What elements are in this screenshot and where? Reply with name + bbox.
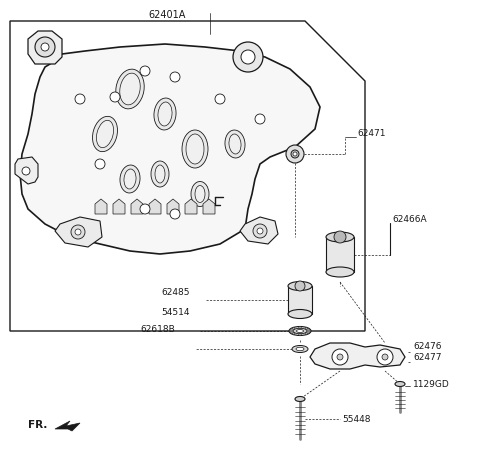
Ellipse shape xyxy=(120,74,140,106)
Circle shape xyxy=(75,229,81,236)
Circle shape xyxy=(292,333,295,335)
Polygon shape xyxy=(240,217,278,244)
Ellipse shape xyxy=(395,382,405,387)
Text: 62466A: 62466A xyxy=(392,215,427,224)
Ellipse shape xyxy=(326,268,354,278)
Ellipse shape xyxy=(292,346,308,353)
Bar xyxy=(288,286,312,314)
Ellipse shape xyxy=(191,182,209,207)
Text: 62485: 62485 xyxy=(161,288,190,297)
Circle shape xyxy=(170,73,180,83)
Text: 1129GD: 1129GD xyxy=(413,379,450,389)
Circle shape xyxy=(253,224,267,238)
Circle shape xyxy=(41,44,49,52)
Ellipse shape xyxy=(288,282,312,291)
Ellipse shape xyxy=(154,99,176,131)
Circle shape xyxy=(22,167,30,176)
Circle shape xyxy=(71,226,85,239)
Circle shape xyxy=(241,51,255,65)
Circle shape xyxy=(75,95,85,105)
Circle shape xyxy=(140,67,150,77)
Circle shape xyxy=(382,354,388,360)
Text: 62476: 62476 xyxy=(413,342,442,351)
Ellipse shape xyxy=(293,329,307,334)
Ellipse shape xyxy=(295,397,305,402)
Ellipse shape xyxy=(116,70,144,110)
Polygon shape xyxy=(10,22,365,331)
Polygon shape xyxy=(310,343,405,369)
Polygon shape xyxy=(15,157,38,185)
Ellipse shape xyxy=(288,310,312,319)
Text: 62401A: 62401A xyxy=(148,10,186,20)
Ellipse shape xyxy=(93,117,118,152)
Circle shape xyxy=(35,38,55,58)
Text: 62471: 62471 xyxy=(357,129,385,138)
Circle shape xyxy=(257,228,263,234)
Circle shape xyxy=(233,43,263,73)
Polygon shape xyxy=(131,200,143,214)
Text: 54514: 54514 xyxy=(161,308,190,317)
Circle shape xyxy=(305,333,308,335)
Ellipse shape xyxy=(120,166,140,193)
Ellipse shape xyxy=(155,166,165,184)
Ellipse shape xyxy=(124,170,136,190)
Circle shape xyxy=(299,327,301,329)
Circle shape xyxy=(110,93,120,103)
Polygon shape xyxy=(55,421,80,431)
Circle shape xyxy=(293,153,297,157)
Ellipse shape xyxy=(297,330,303,333)
Polygon shape xyxy=(185,200,197,214)
Circle shape xyxy=(286,146,304,164)
Text: 55448: 55448 xyxy=(342,415,371,424)
Ellipse shape xyxy=(326,233,354,243)
Polygon shape xyxy=(20,45,320,254)
Circle shape xyxy=(292,328,295,330)
Circle shape xyxy=(295,281,305,291)
Ellipse shape xyxy=(229,135,241,155)
Polygon shape xyxy=(203,200,215,214)
Circle shape xyxy=(170,210,180,219)
Polygon shape xyxy=(28,32,62,65)
Polygon shape xyxy=(55,217,102,248)
Circle shape xyxy=(290,330,292,333)
Text: 62477: 62477 xyxy=(413,353,442,362)
Circle shape xyxy=(95,160,105,170)
Polygon shape xyxy=(95,200,107,214)
Circle shape xyxy=(305,328,308,330)
Ellipse shape xyxy=(151,162,169,187)
Ellipse shape xyxy=(158,103,172,126)
Circle shape xyxy=(140,205,150,214)
Ellipse shape xyxy=(195,186,205,203)
Bar xyxy=(326,238,354,273)
Ellipse shape xyxy=(289,327,311,336)
Circle shape xyxy=(334,232,346,243)
Circle shape xyxy=(215,95,225,105)
Circle shape xyxy=(308,330,310,333)
Polygon shape xyxy=(167,200,179,214)
Circle shape xyxy=(299,334,301,336)
Ellipse shape xyxy=(186,135,204,165)
Text: FR.: FR. xyxy=(28,419,48,429)
Circle shape xyxy=(255,115,265,125)
Ellipse shape xyxy=(225,131,245,159)
Text: 62618B: 62618B xyxy=(140,325,175,334)
Circle shape xyxy=(291,151,299,159)
Ellipse shape xyxy=(96,121,114,148)
Ellipse shape xyxy=(182,131,208,169)
Polygon shape xyxy=(149,200,161,214)
Circle shape xyxy=(332,349,348,365)
Circle shape xyxy=(337,354,343,360)
Circle shape xyxy=(377,349,393,365)
Polygon shape xyxy=(113,200,125,214)
Ellipse shape xyxy=(296,348,304,351)
